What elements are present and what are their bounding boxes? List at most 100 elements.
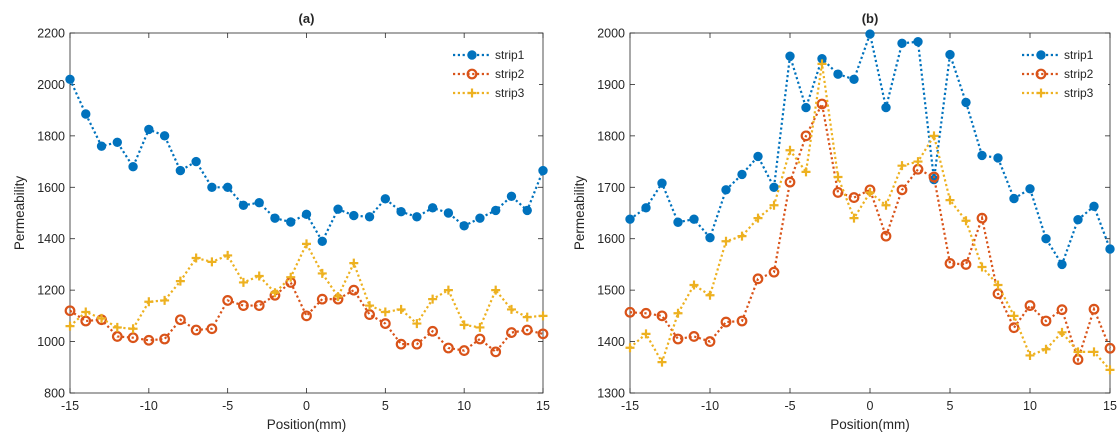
legend-marker-strip3 (1036, 88, 1046, 98)
chart-title: (a) (299, 11, 315, 26)
y-tick-label: 1500 (597, 284, 625, 298)
data-point-strip3 (459, 320, 469, 330)
data-point-strip2 (1056, 304, 1068, 316)
x-tick-label: 0 (303, 399, 310, 413)
series-strip2 (64, 277, 549, 358)
data-point-strip2 (443, 342, 454, 354)
x-tick-label: -10 (701, 399, 719, 413)
data-point-strip1 (491, 205, 501, 216)
data-point-strip3 (817, 59, 827, 69)
data-point-strip1 (333, 204, 343, 214)
data-point-strip1 (705, 232, 715, 243)
series-strip1 (65, 74, 548, 246)
data-point-strip3 (270, 288, 280, 298)
chart-title: (b) (862, 11, 879, 26)
data-point-strip3 (365, 301, 375, 311)
data-point-strip2 (784, 176, 796, 188)
data-point-strip2 (174, 314, 186, 326)
data-point-strip1 (207, 182, 217, 192)
legend: strip1 strip2 strip3 (447, 43, 539, 105)
data-point-strip3 (207, 257, 217, 267)
data-point-strip3 (81, 307, 91, 317)
data-point-strip3 (737, 231, 747, 241)
series-line-strip3 (69, 241, 544, 330)
data-point-strip3 (1009, 311, 1019, 321)
x-tick-label: 10 (457, 399, 471, 413)
data-point-strip3 (428, 294, 438, 304)
data-point-strip2 (688, 331, 700, 342)
data-point-strip3 (689, 280, 699, 290)
data-point-strip1 (1057, 259, 1067, 270)
data-point-strip1 (1089, 201, 1099, 212)
series-line-strip3 (629, 63, 1111, 371)
data-point-strip3 (475, 322, 485, 332)
data-point-strip2 (1040, 315, 1052, 327)
data-point-strip3 (443, 285, 453, 295)
data-point-strip3 (302, 239, 311, 249)
data-point-strip1 (286, 217, 296, 227)
x-tick-label: 15 (536, 399, 550, 413)
y-tick-label: 1600 (37, 181, 65, 195)
data-point-strip3 (881, 200, 891, 210)
legend-label-strip3: strip3 (495, 86, 525, 100)
data-point-strip1 (737, 169, 747, 180)
legend-label-strip2: strip2 (495, 67, 525, 81)
data-point-strip1 (459, 221, 469, 231)
y-tick-label: 1600 (597, 232, 625, 246)
legend-marker-strip2 (1035, 68, 1047, 80)
x-tick-label: -10 (140, 399, 158, 413)
data-point-strip2 (672, 333, 684, 345)
data-point-strip3 (1105, 365, 1115, 375)
data-point-strip3 (160, 295, 170, 305)
legend-label-strip3: strip3 (1064, 86, 1094, 100)
data-point-strip2 (206, 323, 218, 335)
data-point-strip3 (641, 329, 651, 339)
data-point-strip3 (929, 131, 939, 141)
data-point-strip3 (625, 343, 635, 353)
series-line-strip2 (629, 100, 1112, 364)
data-point-strip3 (396, 304, 406, 314)
data-point-strip2 (537, 328, 549, 340)
legend-label-strip1: strip1 (495, 48, 525, 62)
data-point-strip2 (111, 331, 123, 342)
data-point-strip1 (222, 182, 233, 192)
data-point-strip3 (238, 277, 248, 287)
data-point-strip3 (223, 250, 233, 260)
data-point-strip1 (238, 200, 249, 210)
data-point-strip2 (928, 171, 940, 183)
data-point-strip1 (673, 217, 683, 227)
data-point-strip2 (301, 310, 312, 322)
legend-marker-strip1 (1036, 50, 1046, 60)
data-point-strip3 (65, 321, 75, 331)
data-point-strip1 (144, 124, 154, 135)
x-tick-label: 15 (1103, 399, 1117, 413)
series-line-strip2 (69, 280, 544, 354)
data-point-strip1 (769, 182, 779, 192)
data-point-strip2 (127, 332, 139, 344)
data-point-strip2 (395, 338, 407, 350)
x-tick-label: 10 (1023, 399, 1037, 413)
data-point-strip1 (81, 109, 91, 119)
data-point-strip2 (960, 259, 972, 270)
data-point-strip2 (379, 318, 391, 329)
data-point-strip2 (521, 324, 533, 336)
data-point-strip2 (474, 333, 486, 345)
data-point-strip1 (128, 162, 138, 172)
data-point-strip2 (490, 346, 502, 358)
data-point-strip3 (1089, 347, 1099, 357)
series-strip2 (624, 98, 1116, 365)
data-point-strip3 (1025, 350, 1035, 360)
data-point-strip1 (96, 141, 107, 151)
data-point-strip3 (657, 357, 667, 367)
data-point-strip1 (1009, 193, 1019, 204)
data-point-strip3 (254, 271, 264, 281)
y-axis-label: Permeability (572, 176, 587, 251)
data-point-strip2 (704, 336, 716, 347)
data-point-strip3 (175, 276, 185, 286)
data-point-strip1 (1073, 214, 1083, 225)
series-strip3 (65, 239, 548, 334)
data-point-strip1 (412, 212, 422, 222)
data-point-strip1 (1025, 184, 1035, 194)
y-tick-label: 1800 (597, 129, 625, 143)
